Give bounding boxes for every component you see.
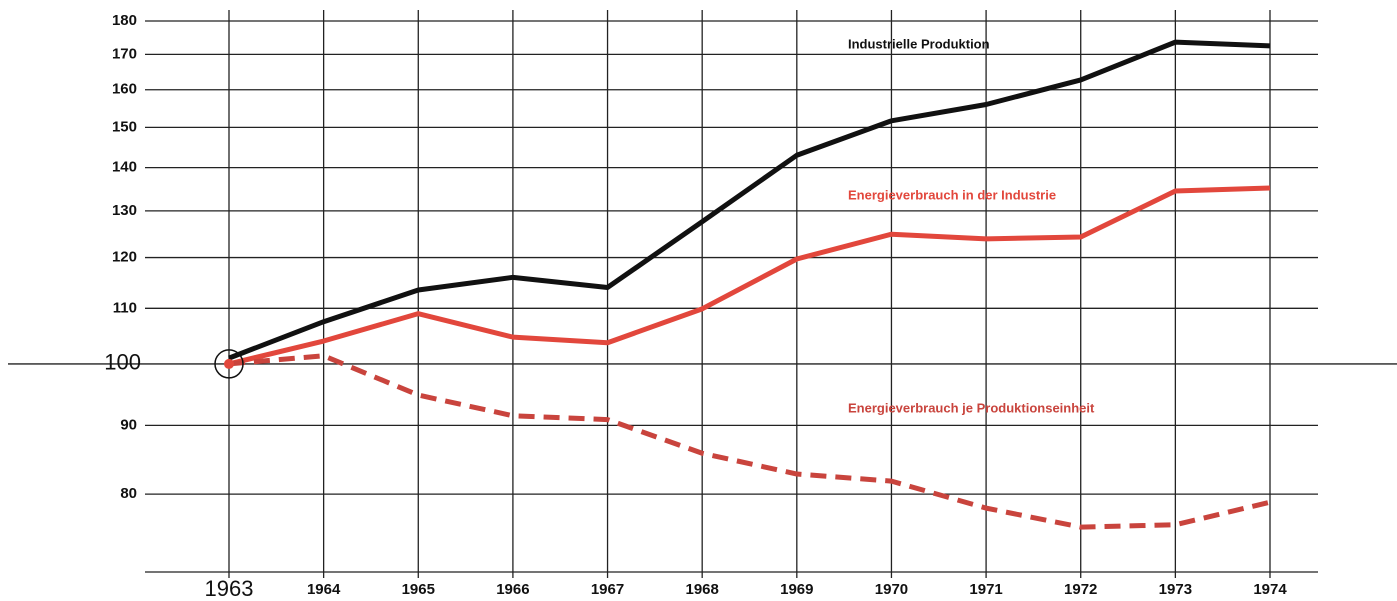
series-label: Energieverbrauch in der Industrie — [848, 187, 1056, 202]
x-tick-label: 1969 — [780, 581, 813, 598]
origin-circle — [214, 349, 244, 379]
y-tick-label: 150 — [112, 118, 137, 135]
y-tick-label: 140 — [112, 159, 137, 176]
y-tick-label: 80 — [120, 485, 137, 502]
y-tick-label: 170 — [112, 45, 137, 62]
x-tick-label: 1964 — [307, 581, 341, 598]
series-label: Energieverbrauch je Produktionseinheit — [848, 400, 1095, 415]
y-tick-label: 180 — [112, 12, 137, 29]
x-tick-label: 1967 — [591, 581, 624, 598]
x-tick-label: 1974 — [1253, 581, 1287, 598]
y-tick-label: 110 — [113, 299, 137, 316]
series-line — [228, 39, 1271, 361]
x-tick-label: 1965 — [402, 581, 435, 598]
y-tick-label: 130 — [112, 202, 137, 219]
x-tick-label: 1970 — [875, 581, 908, 598]
x-tick-label: 1971 — [969, 581, 1002, 598]
y-tick-label: 160 — [112, 81, 137, 98]
y-tick-label: 120 — [112, 249, 137, 266]
series-line — [228, 353, 1271, 530]
y-tick-label: 100 — [104, 350, 141, 375]
x-tick-label: 1963 — [205, 576, 254, 601]
series-label: Industrielle Produktion — [848, 36, 990, 51]
x-tick-label: 1968 — [685, 581, 718, 598]
y-tick-label: 90 — [120, 416, 137, 433]
origin-dot — [224, 358, 234, 369]
x-tick-label: 1966 — [496, 581, 529, 598]
x-tick-label: 1973 — [1159, 581, 1192, 598]
series-line — [228, 185, 1271, 367]
x-tick-label: 1972 — [1064, 581, 1097, 598]
